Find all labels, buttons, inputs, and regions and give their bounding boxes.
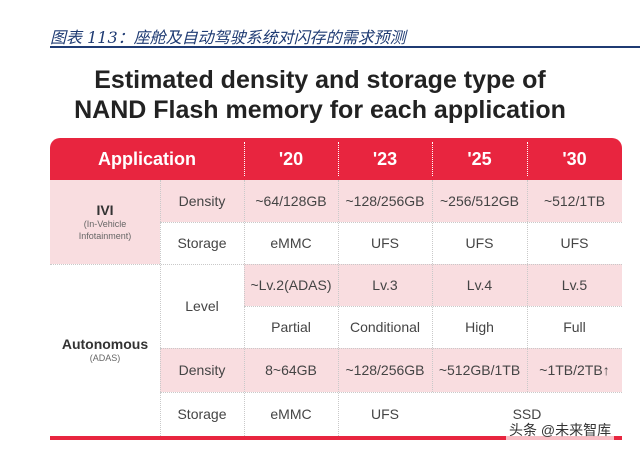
col-divider (432, 180, 433, 392)
automation-2020: Partial (271, 319, 311, 335)
ivi-storage-label: Storage (177, 235, 227, 251)
level-row-bg (244, 264, 622, 306)
ivi-storage-2025: UFS (465, 235, 494, 251)
row-divider (160, 348, 622, 349)
level-2030: Lv.5 (561, 277, 588, 293)
autonomous-name: Autonomous (61, 336, 149, 352)
ivi-density-label: Density (178, 193, 226, 209)
ivi-sub-2: Infotainment) (78, 231, 132, 241)
auto-density-2020: 8~64GB (265, 362, 317, 378)
auto-density-2030: ~1TB/2TB↑ (539, 362, 610, 378)
auto-storage-2025-2030: SSD (512, 406, 542, 422)
autonomous-group-label: Autonomous (ADAS) (50, 264, 160, 436)
auto-density-2023: ~128/256GB (345, 362, 425, 378)
automation-2030: Full (563, 319, 586, 335)
ivi-sub-1: (In-Vehicle (83, 219, 127, 229)
watermark: 头条 @未来智库 (506, 420, 615, 440)
auto-density-label: Density (178, 362, 226, 378)
figure-caption: 图表 113：座舱及自动驾驶系统对闪存的需求预测 (50, 8, 640, 48)
header-year-2023: '23 (372, 148, 398, 169)
auto-storage-2023: UFS (371, 406, 399, 422)
level-2020: ~Lv.2(ADAS) (250, 277, 332, 293)
auto-storage-label: Storage (177, 406, 227, 422)
automation-2025: High (465, 319, 494, 335)
col-divider (338, 180, 339, 436)
table-header: Application '20 '23 '25 '30 (50, 138, 622, 180)
col-divider (244, 180, 245, 436)
col-divider (527, 180, 528, 392)
auto-density-2025: ~512GB/1TB (438, 362, 521, 378)
automation-2023: Conditional (349, 319, 421, 335)
autonomous-sub: (ADAS) (89, 353, 121, 363)
ivi-density-2025: ~256/512GB (439, 193, 519, 209)
header-divider (338, 142, 339, 176)
ivi-storage-2020: eMMC (270, 235, 312, 251)
row-divider (160, 222, 622, 223)
ivi-storage-2030: UFS (560, 235, 589, 251)
ivi-density-2023: ~128/256GB (345, 193, 425, 209)
level-2025: Lv.4 (466, 277, 493, 293)
level-2023: Lv.3 (372, 277, 398, 293)
ivi-density-2020: ~64/128GB (255, 193, 327, 209)
caption-text: 图表 113：座舱及自动驾驶系统对闪存的需求预测 (50, 28, 406, 47)
row-divider (50, 264, 622, 265)
title-line-1: Estimated density and storage type of (94, 66, 546, 94)
header-year-2025: '25 (467, 148, 492, 169)
header-divider (527, 142, 528, 176)
row-divider (244, 306, 622, 307)
level-label: Level (185, 298, 219, 314)
ivi-group-bg (50, 180, 160, 264)
ivi-density-row-bg (160, 180, 622, 222)
ivi-storage-2023: UFS (371, 235, 399, 251)
header-year-2020: '20 (278, 148, 304, 169)
auto-density-row-bg (160, 348, 622, 392)
header-divider (432, 142, 433, 176)
col-divider (160, 180, 161, 436)
ivi-group-label: IVI (In-Vehicle Infotainment) (50, 180, 160, 264)
ivi-name: IVI (96, 202, 114, 218)
header-application: Application (98, 148, 196, 169)
header-year-2030: '30 (562, 148, 587, 169)
table-bottom-bar (50, 436, 622, 440)
title-line-2: NAND Flash memory for each application (74, 96, 566, 124)
auto-storage-2020: eMMC (270, 406, 312, 422)
ivi-density-2030: ~512/1TB (543, 193, 606, 209)
header-divider (244, 142, 245, 176)
row-divider (160, 392, 622, 393)
nand-table: Application '20 '23 '25 '30 IVI (In-Vehi… (50, 138, 622, 440)
